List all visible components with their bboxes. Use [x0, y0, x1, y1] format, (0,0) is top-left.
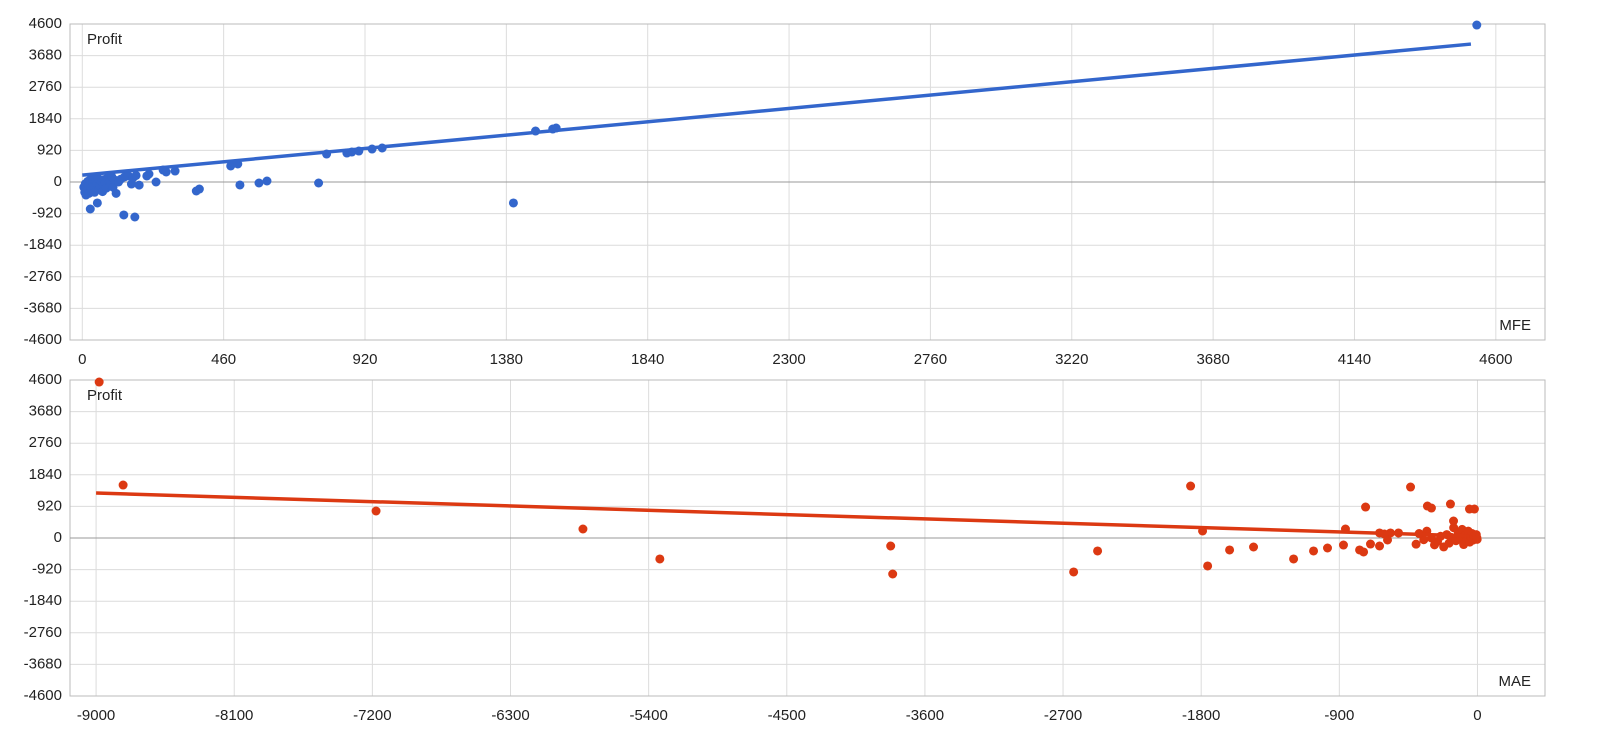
point — [94, 377, 104, 387]
x-tick-label: 0 — [1473, 707, 1481, 724]
y-tick-label: 2760 — [29, 78, 62, 95]
point — [119, 210, 129, 220]
point — [1359, 547, 1369, 557]
x-tick-label: -4500 — [768, 707, 806, 724]
x-tick-label: 1840 — [631, 351, 664, 368]
point — [226, 161, 236, 171]
point — [1411, 539, 1421, 549]
point — [1069, 567, 1079, 577]
x-tick-label: 3680 — [1196, 351, 1229, 368]
x-axis-label: MAE — [1498, 673, 1531, 690]
point — [130, 212, 140, 222]
point — [1093, 546, 1103, 556]
x-tick-label: 1380 — [490, 351, 523, 368]
y-tick-label: -2760 — [24, 268, 62, 285]
point — [1469, 504, 1479, 514]
x-tick-label: -5400 — [629, 707, 667, 724]
point — [118, 480, 128, 490]
point — [508, 198, 518, 208]
y-tick-label: 1840 — [29, 110, 62, 127]
y-tick-label: 0 — [54, 173, 62, 190]
point — [161, 167, 171, 177]
y-tick-label: 4600 — [29, 15, 62, 32]
point — [194, 184, 204, 194]
y-tick-label: 0 — [54, 529, 62, 546]
point — [85, 204, 95, 214]
y-axis-label: Profit — [87, 387, 123, 404]
y-tick-label: 4600 — [29, 371, 62, 388]
x-tick-label: 920 — [352, 351, 377, 368]
x-tick-label: -2700 — [1044, 707, 1082, 724]
point — [886, 541, 896, 551]
x-tick-label: -8100 — [215, 707, 253, 724]
y-tick-label: -3680 — [24, 655, 62, 672]
point — [235, 180, 245, 190]
x-tick-label: -9000 — [77, 707, 115, 724]
point — [254, 178, 264, 188]
y-tick-label: -4600 — [24, 687, 62, 704]
x-tick-label: 3220 — [1055, 351, 1088, 368]
x-tick-label: -1800 — [1182, 707, 1220, 724]
y-tick-label: -1840 — [24, 592, 62, 609]
point — [655, 554, 665, 564]
point — [1426, 503, 1436, 513]
trend-line — [96, 491, 1470, 538]
y-tick-label: -3680 — [24, 299, 62, 316]
point — [1225, 545, 1235, 555]
x-tick-label: 460 — [211, 351, 236, 368]
point — [134, 180, 144, 190]
point — [131, 170, 141, 180]
point — [1419, 535, 1429, 545]
point — [111, 188, 121, 198]
point — [1472, 20, 1482, 30]
point — [1289, 554, 1299, 564]
point — [1375, 541, 1385, 551]
point — [1338, 540, 1348, 550]
x-tick-label: 2760 — [914, 351, 947, 368]
x-axis-label: MFE — [1499, 317, 1531, 334]
y-tick-label: 1840 — [29, 466, 62, 483]
y-tick-label: 920 — [37, 497, 62, 514]
y-tick-label: -920 — [32, 205, 62, 222]
point — [92, 198, 102, 208]
point — [1445, 499, 1455, 509]
point — [1186, 481, 1196, 491]
x-tick-label: 2300 — [772, 351, 805, 368]
y-tick-label: -920 — [32, 561, 62, 578]
x-tick-label: -900 — [1324, 707, 1354, 724]
y-tick-label: 2760 — [29, 434, 62, 451]
point — [1406, 482, 1416, 492]
x-tick-label: 4140 — [1338, 351, 1371, 368]
point — [1472, 534, 1482, 544]
x-tick-label: -3600 — [906, 707, 944, 724]
y-tick-label: -1840 — [24, 236, 62, 253]
trend-line — [82, 42, 1472, 177]
y-tick-label: 920 — [37, 141, 62, 158]
point — [1449, 516, 1459, 526]
point — [1323, 543, 1333, 553]
point — [1361, 502, 1371, 512]
y-tick-label: -2760 — [24, 624, 62, 641]
x-tick-label: 0 — [78, 351, 86, 368]
x-tick-label: -7200 — [353, 707, 391, 724]
point — [142, 171, 152, 181]
point — [151, 177, 161, 187]
y-axis-label: Profit — [87, 31, 123, 48]
point — [371, 506, 381, 516]
y-tick-label: -4600 — [24, 331, 62, 348]
y-tick-label: 3680 — [29, 47, 62, 64]
point — [578, 524, 588, 534]
point — [1365, 539, 1375, 549]
y-tick-label: 3680 — [29, 403, 62, 420]
point — [1309, 546, 1319, 556]
point — [170, 166, 180, 176]
point — [888, 569, 898, 579]
point — [1203, 561, 1213, 571]
point — [1249, 542, 1259, 552]
x-tick-label: 4600 — [1479, 351, 1512, 368]
point — [262, 176, 272, 186]
x-tick-label: -6300 — [491, 707, 529, 724]
point — [314, 178, 324, 188]
